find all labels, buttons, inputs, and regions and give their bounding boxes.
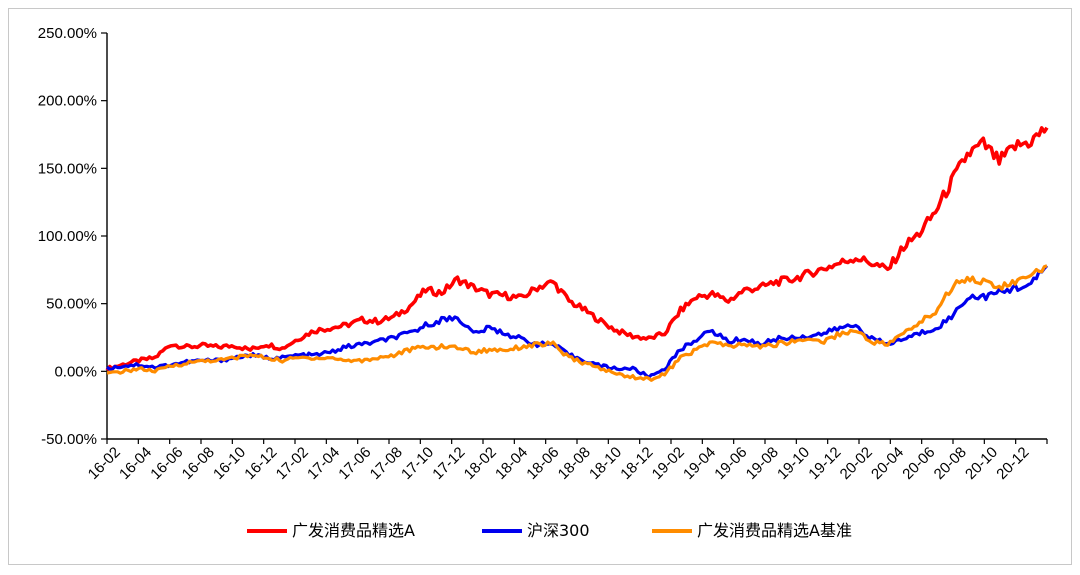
chart-frame: -50.00% 0.00% 50.00% 100.00% 150.00% 200.00% 2… — [8, 8, 1072, 565]
x-tick-label: 16-08 — [179, 444, 218, 483]
y-tick-label: 150.00% — [38, 160, 97, 177]
x-tick-label: 16-12 — [241, 444, 280, 483]
x-tick-label: 19-12 — [805, 444, 844, 483]
legend: 广发消费品精选A 沪深300 广发消费品精选A基准 — [247, 521, 852, 540]
series-line-1 — [105, 126, 1049, 372]
x-tick-label: 19-10 — [774, 444, 813, 483]
x-tick-label: 19-02 — [649, 444, 688, 483]
line-chart: -50.00% 0.00% 50.00% 100.00% 150.00% 200.00% 2… — [38, 25, 1049, 540]
x-tick-label: 16-10 — [210, 444, 249, 483]
x-tick-label: 16-04 — [116, 444, 155, 483]
x-tick-label: 20-10 — [962, 444, 1001, 483]
x-tick-label: 19-04 — [680, 444, 719, 483]
x-tick-label: 20-06 — [899, 444, 938, 483]
legend-label: 广发消费品精选A — [292, 521, 415, 540]
x-tick-label: 17-12 — [429, 444, 468, 483]
y-tick-label: 200.00% — [38, 93, 97, 110]
x-tick-label: 17-10 — [398, 444, 437, 483]
x-tick-label: 18-08 — [555, 444, 594, 483]
y-tick-label: 250.00% — [38, 25, 97, 42]
y-tick-label: -50.00% — [41, 431, 97, 448]
y-tick-label: 0.00% — [54, 363, 97, 380]
x-tick-label: 20-12 — [993, 444, 1032, 483]
series-lines — [105, 126, 1049, 382]
x-tick-label: 19-08 — [743, 444, 782, 483]
x-axis-ticks: 16-0216-0416-0616-0816-1016-1217-0217-04… — [85, 439, 1048, 483]
x-tick-label: 18-02 — [461, 444, 500, 483]
x-tick-label: 17-08 — [367, 444, 406, 483]
legend-label: 沪深300 — [527, 521, 590, 540]
x-tick-label: 18-12 — [617, 444, 656, 483]
x-tick-label: 19-06 — [711, 444, 750, 483]
x-tick-label: 17-04 — [304, 444, 343, 483]
axes — [106, 33, 1047, 440]
x-tick-label: 20-02 — [837, 444, 876, 483]
y-axis-ticks: -50.00% 0.00% 50.00% 100.00% 150.00% 200.00% 2… — [38, 25, 107, 448]
x-tick-label: 18-10 — [586, 444, 625, 483]
x-tick-label: 16-02 — [85, 444, 124, 483]
x-tick-label: 20-08 — [931, 444, 970, 483]
x-tick-label: 17-06 — [335, 444, 374, 483]
x-tick-label: 17-02 — [273, 444, 312, 483]
series-line-3 — [106, 264, 1048, 382]
x-tick-label: 18-06 — [523, 444, 562, 483]
legend-label: 广发消费品精选A基准 — [697, 521, 852, 540]
y-tick-label: 50.00% — [46, 296, 97, 313]
x-tick-label: 18-04 — [492, 444, 531, 483]
y-tick-label: 100.00% — [38, 228, 97, 245]
x-tick-label: 16-06 — [147, 444, 186, 483]
x-tick-label: 20-04 — [868, 444, 907, 483]
